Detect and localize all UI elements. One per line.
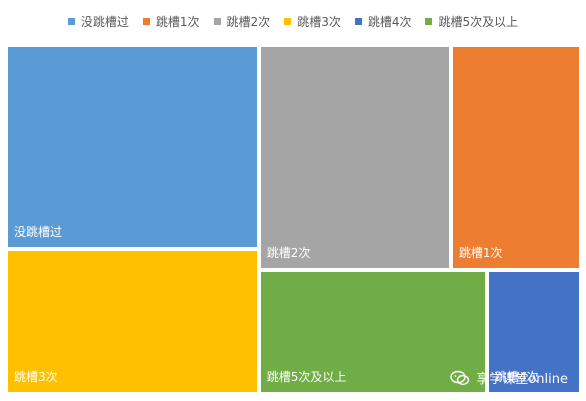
- treemap-tile: 跳槽4次: [487, 269, 581, 394]
- tile-label: 跳槽2次: [266, 245, 311, 260]
- tile-label: 跳槽3次: [14, 369, 58, 384]
- plot-area: 没跳槽过跳槽1次 跳槽2次跳槽3次 跳槽4次 跳槽5次及以上: [6, 45, 581, 394]
- treemap-tile: 跳槽2次: [258, 45, 451, 270]
- legend-label: 跳槽1次: [155, 15, 200, 29]
- legend-swatch: [354, 18, 362, 25]
- legend-swatch: [213, 18, 221, 25]
- legend-item: 没跳槽过: [67, 13, 129, 30]
- treemap-tile: 跳槽1次: [450, 45, 581, 270]
- legend-label: 跳槽5次及以上: [438, 15, 519, 29]
- legend-item: 跳槽5次及以上: [425, 13, 518, 30]
- legend-swatch: [67, 18, 75, 25]
- legend-item: 跳槽4次: [354, 13, 412, 30]
- legend-label: 没跳槽过: [80, 15, 129, 29]
- legend-item: 跳槽2次: [213, 13, 271, 30]
- tile-label: 没跳槽过: [14, 224, 63, 239]
- legend-swatch: [284, 18, 292, 25]
- treemap-tile: 没跳槽过: [6, 45, 259, 249]
- legend-label: 跳槽3次: [297, 15, 341, 29]
- legend-label: 跳槽4次: [367, 15, 412, 29]
- legend-item: 跳槽3次: [284, 13, 341, 30]
- treemap-tile: 跳槽3次: [6, 248, 259, 394]
- watermark-text: 享学课堂online: [476, 372, 568, 387]
- watermark: 享学课堂online: [450, 368, 568, 387]
- legend-swatch: [425, 18, 433, 25]
- legend-swatch: [142, 18, 150, 25]
- treemap-tile: 跳槽5次及以上: [258, 269, 488, 394]
- legend: 没跳槽过 跳槽1次 跳槽2次 跳槽3次 跳槽4次 跳槽5次及以上: [0, 13, 586, 30]
- tile-label: 跳槽5次及以上: [266, 369, 347, 384]
- tile-label: 跳槽1次: [458, 245, 503, 260]
- legend-label: 跳槽2次: [226, 15, 271, 29]
- tile-label: 跳槽4次: [495, 369, 539, 384]
- legend-item: 跳槽1次: [142, 13, 200, 30]
- wechat-icon: [450, 370, 470, 385]
